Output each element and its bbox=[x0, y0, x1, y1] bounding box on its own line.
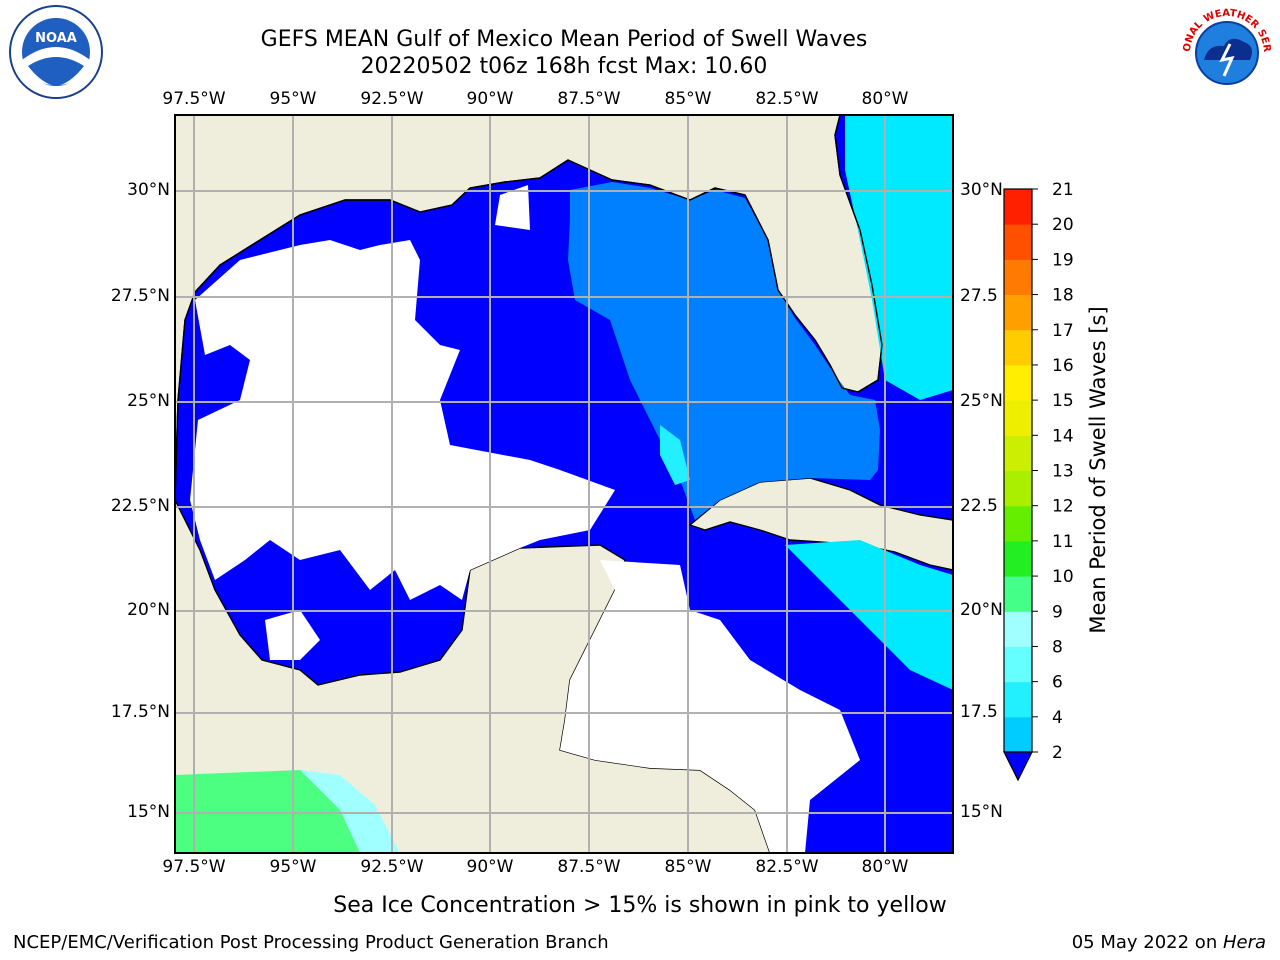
colorbar-tick-label: 9 bbox=[1052, 602, 1063, 622]
colorbar-label: Mean Period of Swell Waves [s] bbox=[1086, 306, 1110, 633]
lon-tick-top: 97.5°W bbox=[162, 89, 226, 109]
map-frame bbox=[174, 114, 954, 854]
colorbar-tick-label: 6 bbox=[1052, 673, 1063, 693]
map-area bbox=[175, 115, 953, 853]
swell-cyan bbox=[660, 425, 690, 485]
lat-tick-left: 17.5°N bbox=[110, 702, 170, 722]
colorbar-segment bbox=[1004, 189, 1032, 225]
lat-tick-right: 27.5 bbox=[960, 286, 998, 306]
lon-tick-top: 80°W bbox=[861, 89, 909, 109]
swell-light bbox=[845, 115, 953, 400]
host-name: Hera bbox=[1222, 932, 1266, 953]
colorbar-segment bbox=[1004, 646, 1032, 683]
low-swell-patch bbox=[495, 185, 530, 230]
colorbar-tick-label: 14 bbox=[1052, 426, 1074, 446]
lat-tick-right: 22.5 bbox=[960, 496, 998, 516]
lat-tick-right: 17.5 bbox=[960, 702, 998, 722]
colorbar-tick-label: 17 bbox=[1052, 321, 1074, 341]
colorbar-segment bbox=[1004, 681, 1032, 718]
colorbar-tick-label: 13 bbox=[1052, 462, 1074, 482]
colorbar-segment bbox=[1004, 505, 1032, 542]
colorbar-segment bbox=[1004, 400, 1032, 436]
lat-tick-left: 30°N bbox=[127, 180, 170, 200]
colorbar-segment bbox=[1004, 259, 1032, 296]
lon-tick-bottom: 87.5°W bbox=[557, 857, 621, 877]
lon-tick-bottom: 90°W bbox=[466, 857, 514, 877]
colorbar: 2 4 6 8 9 10 11 12 13 14 15 16 17 18 19 20 21 bbox=[1003, 180, 1074, 782]
lat-tick-left: 20°N bbox=[127, 600, 170, 620]
lat-tick-right: 25°N bbox=[960, 391, 1003, 411]
lon-tick-bottom: 80°W bbox=[861, 857, 909, 877]
svg-text:NOAA: NOAA bbox=[35, 31, 77, 46]
lon-tick-top: 87.5°W bbox=[557, 89, 621, 109]
colorbar-segment bbox=[1004, 329, 1032, 366]
colorbar-tick-label: 4 bbox=[1052, 708, 1063, 728]
swell-mid bbox=[568, 182, 880, 520]
lat-tick-right: 30°N bbox=[960, 180, 1003, 200]
lat-tick-right: 20°N bbox=[960, 600, 1003, 620]
colorbar-segment bbox=[1004, 576, 1032, 612]
lat-tick-right: 15°N bbox=[960, 802, 1003, 822]
colorbar-segment bbox=[1004, 294, 1032, 331]
lat-tick-left: 27.5°N bbox=[110, 286, 170, 306]
colorbar-segment bbox=[1004, 540, 1032, 577]
colorbar-tick-label: 11 bbox=[1052, 532, 1074, 552]
run-date: 05 May 2022 on Hera bbox=[1072, 932, 1266, 953]
colorbar-tick-label: 16 bbox=[1052, 356, 1074, 376]
lat-tick-left: 15°N bbox=[127, 802, 170, 822]
colorbar-extend-arrow bbox=[1003, 751, 1033, 782]
lon-tick-top: 82.5°W bbox=[755, 89, 819, 109]
chart-title: GEFS MEAN Gulf of Mexico Mean Period of … bbox=[260, 27, 868, 52]
colorbar-segment bbox=[1004, 716, 1032, 753]
lat-tick-left: 22.5°N bbox=[110, 496, 170, 516]
colorbar-tick-label: 15 bbox=[1052, 391, 1074, 411]
colorbar-segment bbox=[1004, 364, 1032, 401]
lat-tick-left: 25°N bbox=[127, 391, 170, 411]
lon-tick-top: 92.5°W bbox=[360, 89, 424, 109]
land-mexico bbox=[175, 499, 771, 853]
date-text: 05 May 2022 on bbox=[1071, 932, 1223, 953]
branch-credit: NCEP/EMC/Verification Post Processing Pr… bbox=[13, 932, 609, 953]
swell-cyan bbox=[300, 770, 400, 853]
lon-tick-top: 95°W bbox=[269, 89, 317, 109]
colorbar-tick-label: 19 bbox=[1052, 250, 1074, 270]
lon-tick-bottom: 97.5°W bbox=[162, 857, 226, 877]
sea-ice-note: Sea Ice Concentration > 15% is shown in … bbox=[333, 893, 947, 918]
colorbar-tick-label: 20 bbox=[1052, 215, 1074, 235]
colorbar-tick-label: 12 bbox=[1052, 497, 1074, 517]
lon-tick-top: 85°W bbox=[664, 89, 712, 109]
colorbar-segment bbox=[1004, 470, 1032, 507]
low-swell-patch bbox=[560, 560, 860, 853]
lon-tick-bottom: 92.5°W bbox=[360, 857, 424, 877]
colorbar-tick-label: 10 bbox=[1052, 567, 1074, 587]
colorbar-tick-label: 21 bbox=[1052, 180, 1074, 200]
colorbar-tick-label: 18 bbox=[1052, 286, 1074, 306]
nws-logo: NATIONAL WEATHER SERVICE bbox=[1178, 4, 1273, 99]
lon-tick-bottom: 85°W bbox=[664, 857, 712, 877]
chart-subtitle: 20220502 t06z 168h fcst Max: 10.60 bbox=[360, 54, 768, 79]
noaa-logo: NOAA bbox=[9, 5, 103, 99]
map-grid bbox=[175, 115, 953, 853]
colorbar-segment bbox=[1004, 224, 1032, 260]
colorbar-tick-label: 2 bbox=[1052, 743, 1063, 763]
swell-light bbox=[785, 540, 953, 690]
lon-tick-top: 90°W bbox=[466, 89, 514, 109]
colorbar-segment bbox=[1004, 435, 1032, 471]
colorbar-segment bbox=[1004, 611, 1032, 647]
colorbar-tick-label: 8 bbox=[1052, 637, 1063, 657]
lon-tick-bottom: 82.5°W bbox=[755, 857, 819, 877]
lon-tick-bottom: 95°W bbox=[269, 857, 317, 877]
low-swell-patch bbox=[190, 240, 615, 600]
